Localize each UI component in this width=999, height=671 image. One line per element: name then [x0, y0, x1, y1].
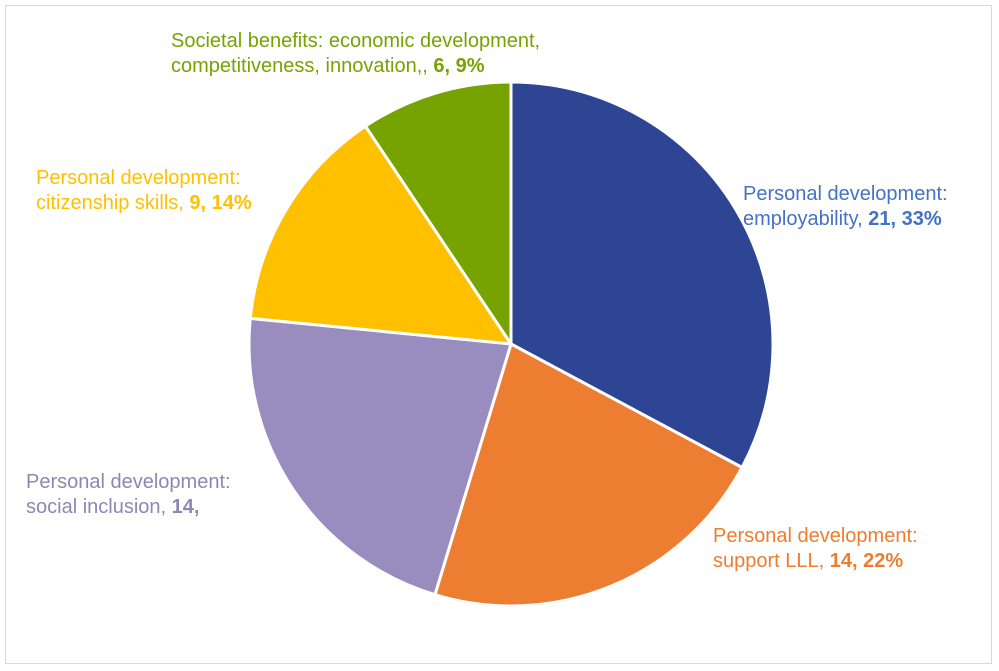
pie-slice — [509, 80, 775, 470]
pie-slice — [247, 316, 513, 597]
slice-label-value: social inclusion, 14, — [26, 496, 199, 518]
slice-label-value: employability, 21, 33% — [743, 208, 942, 230]
slice-label-category: Personal development: — [36, 167, 241, 189]
slice-label-value: citizenship skills, 9, 14% — [36, 192, 252, 214]
slice-label-value: support LLL, 14, 22% — [713, 550, 903, 572]
slice-label-category: Personal development: — [713, 525, 918, 547]
slice-label-category: Societal benefits: economic development, — [171, 30, 540, 52]
pie-slice — [433, 342, 744, 608]
slice-label-category: Personal development: — [743, 183, 948, 205]
slice-label-category: Personal development: — [26, 471, 231, 493]
slice-label-value: competitiveness, innovation,, 6, 9% — [171, 55, 485, 77]
pie-slice — [363, 80, 513, 346]
pie-slice — [248, 124, 513, 346]
